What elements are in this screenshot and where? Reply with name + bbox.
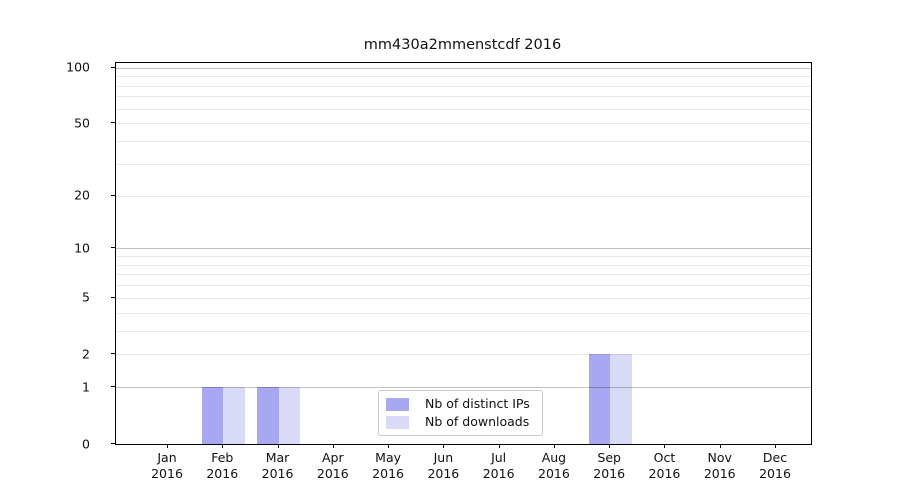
y-tick-label-10: 10: [74, 240, 90, 256]
minor-gridline-3: [116, 330, 811, 332]
x-tick-label-jul: Jul 2016: [482, 450, 515, 481]
legend-label-distinct-ips: Nb of distinct IPs: [425, 396, 530, 411]
bar-downloads-mar: [278, 387, 301, 444]
x-tick-label-jun: Jun 2016: [427, 450, 460, 481]
x-tick-label-aug: Aug 2016: [538, 450, 570, 481]
minor-gridline-80: [116, 85, 811, 87]
minor-gridline-50: [116, 123, 811, 125]
minor-gridline-70: [116, 96, 811, 98]
y-tick-mark-0: [111, 443, 115, 444]
x-tick-mark-jul: [498, 444, 500, 448]
minor-gridline-2: [116, 354, 811, 356]
minor-gridline-8: [116, 264, 811, 266]
bar-distinct-ips-sep: [588, 354, 611, 444]
minor-gridline-9: [116, 256, 811, 258]
x-tick-label-mar: Mar 2016: [261, 450, 294, 481]
y-tick-mark-1: [111, 386, 115, 388]
major-gridline-10: [116, 248, 811, 250]
legend-entry-downloads: Nb of downloads: [386, 415, 533, 429]
y-tick-mark-10: [111, 247, 115, 249]
y-tick-label-20: 20: [74, 187, 90, 203]
major-gridline-100: [116, 67, 811, 69]
bar-downloads-sep: [610, 354, 632, 444]
y-tick-label-0: 0: [82, 436, 90, 451]
x-tick-label-nov: Nov 2016: [703, 450, 736, 481]
minor-gridline-5: [116, 297, 811, 299]
y-tick-mark-5: [111, 296, 115, 298]
y-tick-mark-2: [111, 353, 115, 355]
x-tick-mark-nov: [719, 444, 721, 448]
legend-label-downloads: Nb of downloads: [425, 414, 530, 429]
minor-gridline-20: [116, 195, 811, 197]
x-tick-label-sep: Sep 2016: [593, 450, 626, 481]
legend-swatch-distinct-ips: [386, 397, 409, 411]
y-tick-label-1: 1: [82, 379, 90, 395]
x-tick-mark-dec: [775, 444, 776, 448]
x-tick-mark-jun: [443, 444, 445, 448]
bar-downloads-feb: [223, 387, 245, 444]
minor-gridline-4: [116, 312, 811, 314]
bar-distinct-ips-feb: [201, 387, 224, 444]
y-tick-mark-100: [111, 66, 115, 68]
x-tick-label-apr: Apr 2016: [316, 450, 349, 481]
legend-entry-distinct-ips: Nb of distinct IPs: [386, 397, 533, 411]
y-tick-label-50: 50: [74, 115, 90, 131]
x-tick-label-feb: Feb 2016: [206, 450, 239, 481]
x-tick-label-oct: Oct 2016: [648, 450, 681, 481]
x-tick-label-jan: Jan 2016: [151, 450, 183, 481]
chart-title: mm430a2mmenstcdf 2016: [363, 37, 562, 53]
y-tick-label-5: 5: [82, 289, 90, 305]
x-tick-mark-apr: [332, 444, 334, 448]
major-gridline-1: [116, 387, 811, 389]
minor-gridline-40: [116, 141, 811, 143]
x-tick-mark-may: [388, 444, 390, 448]
x-tick-label-dec: Dec 2016: [759, 450, 791, 481]
legend-swatch-downloads: [386, 415, 409, 429]
x-tick-mark-aug: [553, 444, 555, 448]
plot-area: [115, 62, 812, 445]
x-tick-label-may: May 2016: [372, 450, 404, 481]
x-tick-mark-sep: [609, 444, 611, 448]
x-tick-mark-jan: [167, 444, 168, 448]
x-tick-mark-feb: [222, 444, 224, 448]
y-tick-mark-20: [111, 194, 115, 196]
minor-gridline-90: [116, 76, 811, 78]
minor-gridline-30: [116, 164, 811, 165]
bar-distinct-ips-mar: [257, 387, 279, 444]
x-tick-mark-oct: [664, 444, 666, 448]
minor-gridline-7: [116, 274, 811, 276]
legend: Nb of distinct IPs Nb of downloads: [378, 390, 543, 436]
y-tick-label-100: 100: [66, 59, 90, 75]
x-tick-mark-mar: [277, 444, 279, 448]
y-tick-label-2: 2: [82, 346, 90, 362]
minor-gridline-60: [116, 108, 811, 110]
y-tick-mark-50: [111, 122, 115, 124]
minor-gridline-6: [116, 285, 811, 287]
